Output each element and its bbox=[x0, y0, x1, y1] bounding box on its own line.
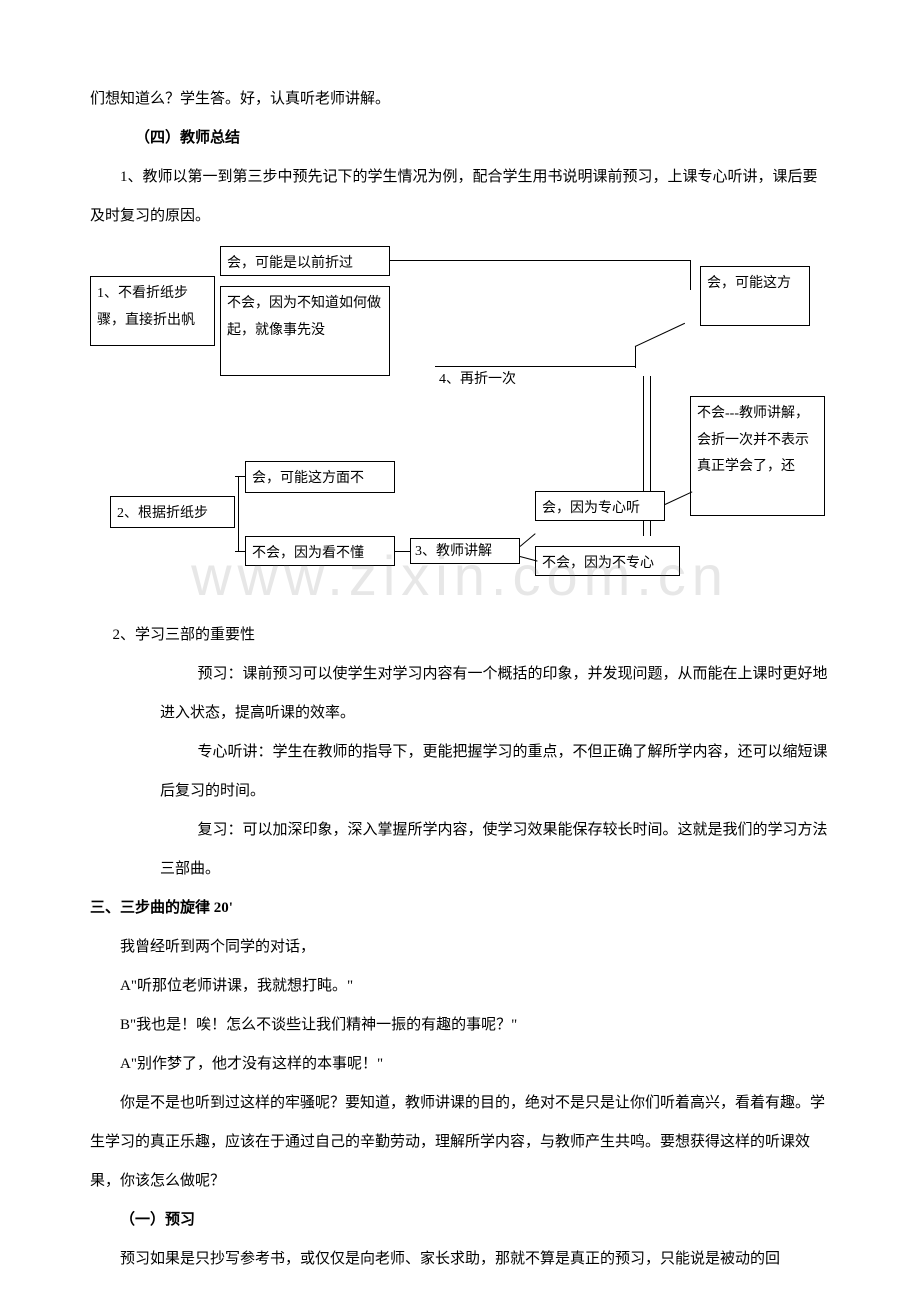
line bbox=[390, 260, 690, 261]
line bbox=[690, 260, 691, 290]
heading-yuxi: （一）预习 bbox=[90, 1201, 830, 1240]
dialog-b1: B"我也是！唉！怎么不谈些让我们精神一振的有趣的事呢？" bbox=[90, 1006, 830, 1045]
dialog-a2: A"别作梦了，他才没有这样的本事呢！" bbox=[90, 1045, 830, 1084]
box-step2-no: 不会，因为看不懂 bbox=[245, 536, 395, 566]
block-listen: 专心听讲：学生在教师的指导下，更能把握学习的重点，不但正确了解所学内容，还可以缩… bbox=[160, 733, 830, 811]
box-step3: 3、教师讲解 bbox=[410, 538, 520, 564]
line bbox=[235, 476, 245, 477]
paragraph-after-dialog: 你是不是也听到过这样的牢骚呢？要知道，教师讲课的目的，绝对不是只是让你们听着高兴… bbox=[90, 1084, 830, 1201]
paragraph-yuxi: 预习如果是只抄写参考书，或仅仅是向老师、家长求助，那就不算是真正的预习，只能说是… bbox=[90, 1240, 830, 1279]
block-preview: 预习：课前预习可以使学生对学习内容有一个概括的印象，并发现问题，从而能在上课时更… bbox=[160, 655, 830, 733]
dialog-a1: A"听那位老师讲课，我就想打盹。" bbox=[90, 967, 830, 1006]
line bbox=[635, 323, 685, 347]
box-step3-no: 不会，因为不专心 bbox=[535, 546, 680, 576]
box-step2-yes: 会，可能这方面不 bbox=[245, 461, 395, 493]
paragraph-2: 2、学习三部的重要性 bbox=[90, 616, 830, 655]
paragraph-1: 1、教师以第一到第三步中预先记下的学生情况为例，配合学生用书说明课前预习，上课专… bbox=[90, 158, 830, 236]
line bbox=[235, 551, 245, 552]
line bbox=[520, 533, 536, 547]
dialog-intro: 我曾经听到两个同学的对话， bbox=[90, 928, 830, 967]
box-step1: 1、不看折纸步骤，直接折出帆 bbox=[90, 276, 215, 346]
box-step3-yes: 会，因为专心听 bbox=[535, 491, 665, 521]
box-step1-no: 不会，因为不知道如何做起，就像事先没 bbox=[220, 286, 390, 376]
heading-three-steps: 三、三步曲的旋律 20' bbox=[90, 889, 830, 928]
flow-diagram: 1、不看折纸步骤，直接折出帆 会，可能是以前折过 不会，因为不知道如何做起，就像… bbox=[90, 246, 830, 606]
box-right-top: 会，可能这方 bbox=[700, 266, 810, 326]
heading-teacher-summary: （四）教师总结 bbox=[90, 119, 830, 158]
line bbox=[565, 366, 635, 367]
line bbox=[635, 346, 636, 368]
line bbox=[665, 491, 693, 505]
line bbox=[395, 551, 410, 552]
box-step4: 4、再折一次 bbox=[435, 366, 565, 392]
block-review: 复习：可以加深印象，深入掌握所学内容，使学习效果能保存较长时间。这就是我们的学习… bbox=[160, 811, 830, 889]
line bbox=[238, 476, 239, 551]
box-step2: 2、根据折纸步 bbox=[110, 496, 235, 528]
box-step1-yes: 会，可能是以前折过 bbox=[220, 246, 390, 276]
box-right-big: 不会---教师讲解，会折一次并不表示真正学会了，还 bbox=[690, 396, 825, 516]
intro-line: 们想知道么？学生答。好，认真听老师讲解。 bbox=[90, 80, 830, 119]
